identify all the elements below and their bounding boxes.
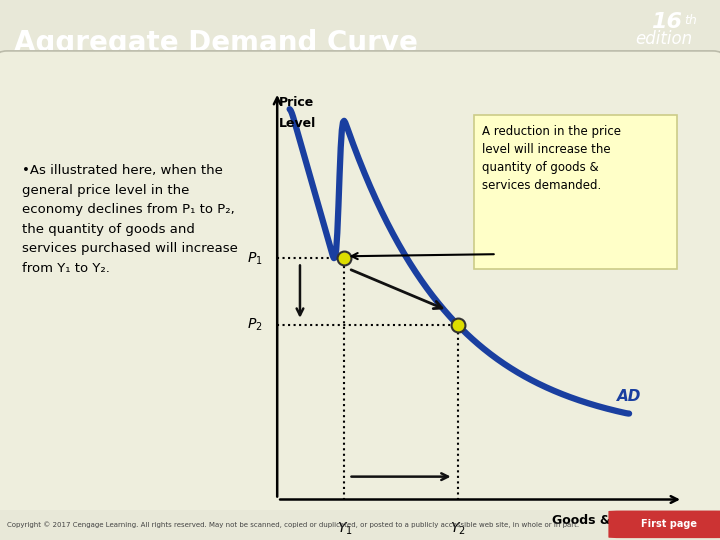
Text: Sobel-Macpherson: Sobel-Macpherson	[623, 68, 706, 77]
FancyBboxPatch shape	[474, 115, 677, 269]
Text: $P_1$: $P_1$	[247, 250, 263, 267]
Text: First page: First page	[641, 519, 697, 529]
Text: •As illustrated here, when the
general price level in the
economy declines from : •As illustrated here, when the general p…	[22, 164, 238, 274]
FancyBboxPatch shape	[0, 51, 720, 512]
Text: $P_2$: $P_2$	[247, 316, 263, 333]
Text: edition: edition	[636, 30, 693, 48]
Text: 16: 16	[651, 12, 682, 32]
Text: Aggregate Demand Curve: Aggregate Demand Curve	[14, 29, 418, 57]
Text: $Y_2$: $Y_2$	[450, 521, 466, 537]
Text: $Y_1$: $Y_1$	[336, 521, 352, 537]
FancyBboxPatch shape	[608, 510, 720, 538]
Text: Gwartney-Stroup: Gwartney-Stroup	[626, 57, 703, 66]
Text: AD: AD	[616, 389, 641, 404]
Text: Copyright © 2017 Cengage Learning. All rights reserved. May not be scanned, copi: Copyright © 2017 Cengage Learning. All r…	[7, 521, 580, 528]
Text: Level: Level	[279, 117, 317, 130]
Text: Price: Price	[279, 96, 315, 109]
Text: th: th	[684, 14, 697, 27]
Text: Goods & Services: Goods & Services	[552, 514, 675, 527]
Text: A reduction in the price
level will increase the
quantity of goods &
services de: A reduction in the price level will incr…	[482, 125, 621, 192]
